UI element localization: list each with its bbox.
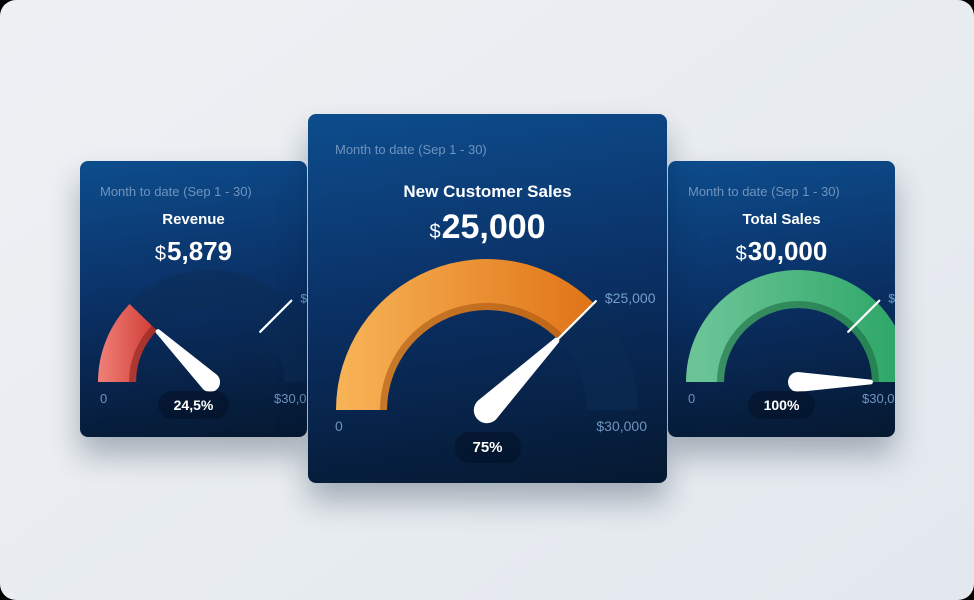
svg-text:$25,000: $25,000 — [605, 290, 656, 306]
svg-text:$25,000: $25,000 — [300, 292, 307, 306]
svg-text:$25,000: $25,000 — [888, 292, 895, 306]
